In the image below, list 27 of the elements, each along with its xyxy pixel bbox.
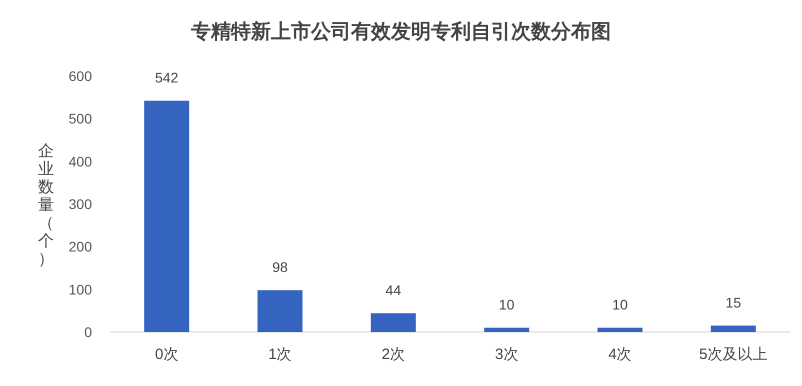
data-label: 10 — [498, 296, 515, 313]
data-label: 542 — [154, 70, 179, 86]
bar — [370, 313, 416, 332]
y-tick-label: 0 — [84, 324, 92, 340]
y-tick-label: 200 — [68, 238, 92, 255]
data-label: 44 — [386, 282, 402, 298]
bar — [484, 328, 530, 332]
bar — [258, 290, 302, 332]
y-axis-title: 企业数量（个） — [38, 143, 54, 268]
data-label: 98 — [272, 259, 288, 276]
y-tick-label: 400 — [68, 153, 92, 170]
data-label: 15 — [726, 294, 742, 311]
bar — [144, 100, 190, 332]
bar — [598, 328, 642, 332]
y-tick-label: 600 — [68, 68, 92, 84]
x-tick-label: 2次 — [382, 346, 406, 363]
data-label: 10 — [612, 296, 628, 313]
x-tick-label: 5次及以上 — [699, 346, 768, 363]
y-tick-label: 500 — [68, 110, 92, 127]
x-tick-label: 0次 — [154, 346, 178, 363]
x-tick-label: 3次 — [494, 346, 518, 363]
bar — [710, 326, 756, 332]
chart-title: 专精特新上市公司有效发明专利自引次数分布图 — [190, 20, 611, 43]
y-tick-label: 100 — [68, 281, 92, 298]
y-tick-label: 300 — [68, 196, 92, 212]
x-tick-label: 1次 — [268, 346, 292, 363]
x-tick-label: 4次 — [608, 346, 632, 363]
